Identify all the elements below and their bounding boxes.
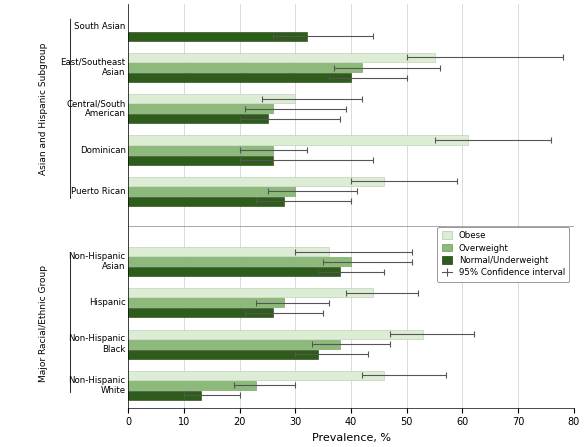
Bar (128, 156, 273, 164)
Bar (128, 371, 384, 380)
Bar (128, 94, 296, 103)
Bar (128, 247, 329, 256)
Text: Major Racial/Ethnic Group: Major Racial/Ethnic Group (39, 265, 48, 382)
Bar (128, 308, 273, 317)
Bar (128, 32, 307, 41)
Bar (128, 288, 373, 297)
Legend: Obese, Overweight, Normal/Underweight, 95% Confidence interval: Obese, Overweight, Normal/Underweight, 9… (437, 227, 569, 282)
Bar (128, 135, 468, 144)
Bar (128, 197, 284, 206)
Bar (128, 350, 318, 359)
X-axis label: Prevalence, %: Prevalence, % (312, 433, 391, 443)
Bar (128, 267, 340, 276)
Bar (128, 257, 351, 266)
Bar (128, 63, 362, 72)
Bar (128, 187, 296, 196)
Bar (128, 53, 434, 62)
Bar (128, 329, 423, 339)
Bar (128, 340, 340, 349)
Bar (128, 299, 284, 308)
Bar (128, 146, 273, 155)
Bar (128, 73, 351, 82)
Bar (128, 104, 273, 114)
Text: Asian and Hispanic Subgroup: Asian and Hispanic Subgroup (39, 42, 48, 175)
Bar (128, 114, 267, 123)
Bar (128, 381, 256, 390)
Bar (128, 177, 384, 186)
Bar (128, 391, 201, 400)
